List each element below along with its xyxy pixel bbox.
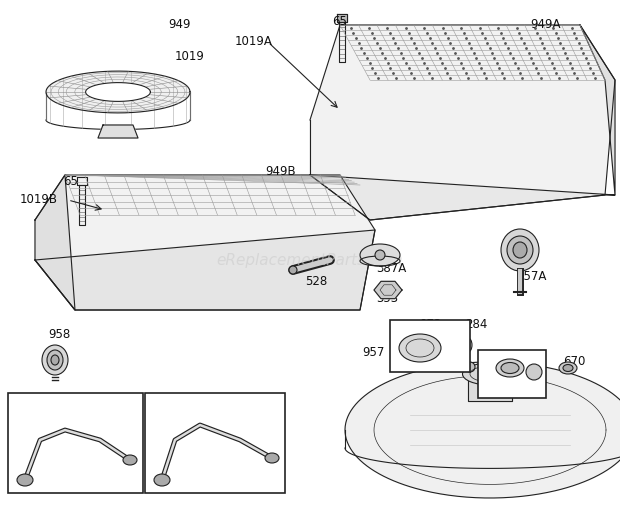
Text: 601: 601 <box>97 452 120 465</box>
Polygon shape <box>310 25 615 220</box>
Ellipse shape <box>559 362 577 374</box>
Ellipse shape <box>464 338 472 352</box>
Ellipse shape <box>123 455 137 465</box>
Ellipse shape <box>513 242 527 258</box>
Polygon shape <box>86 82 151 101</box>
Circle shape <box>289 266 297 274</box>
Polygon shape <box>35 230 375 310</box>
Ellipse shape <box>154 474 170 486</box>
Text: 187A: 187A <box>158 396 188 409</box>
Ellipse shape <box>51 355 59 365</box>
Polygon shape <box>98 125 138 138</box>
Text: 1019A: 1019A <box>235 35 273 48</box>
Text: 188: 188 <box>486 363 508 376</box>
Text: 528: 528 <box>305 275 327 288</box>
Ellipse shape <box>563 364 573 372</box>
Ellipse shape <box>507 236 533 264</box>
Circle shape <box>375 250 385 260</box>
Text: 949: 949 <box>168 18 190 31</box>
Polygon shape <box>310 175 615 220</box>
Polygon shape <box>46 71 190 113</box>
Circle shape <box>465 362 475 372</box>
FancyBboxPatch shape <box>478 350 546 398</box>
FancyBboxPatch shape <box>390 320 470 372</box>
FancyBboxPatch shape <box>8 393 143 493</box>
Polygon shape <box>345 362 620 498</box>
FancyBboxPatch shape <box>145 393 285 493</box>
Polygon shape <box>35 175 75 310</box>
Text: 949A: 949A <box>530 18 560 31</box>
Polygon shape <box>77 177 87 185</box>
Text: 670: 670 <box>563 355 585 368</box>
Ellipse shape <box>42 345 68 375</box>
Text: 187: 187 <box>21 396 43 409</box>
Ellipse shape <box>496 359 524 377</box>
Polygon shape <box>35 175 375 310</box>
Text: 949B: 949B <box>265 165 296 178</box>
Polygon shape <box>468 366 512 401</box>
Polygon shape <box>337 14 347 22</box>
Text: 1019: 1019 <box>175 50 205 63</box>
Text: 958: 958 <box>48 328 70 341</box>
Ellipse shape <box>360 244 400 266</box>
Ellipse shape <box>399 334 441 362</box>
Polygon shape <box>374 281 402 299</box>
Text: 353: 353 <box>376 292 398 305</box>
Circle shape <box>526 364 542 380</box>
Text: 1019B: 1019B <box>20 193 58 206</box>
Text: 65: 65 <box>63 175 78 188</box>
Ellipse shape <box>47 350 63 370</box>
Text: 957A: 957A <box>516 270 546 283</box>
Text: 972: 972 <box>419 318 441 331</box>
Text: 601: 601 <box>228 452 250 465</box>
Text: 387A: 387A <box>376 262 406 275</box>
Ellipse shape <box>265 453 279 463</box>
Polygon shape <box>580 25 615 195</box>
Text: 957: 957 <box>362 346 384 359</box>
Ellipse shape <box>17 474 33 486</box>
Ellipse shape <box>501 362 519 374</box>
Text: 284: 284 <box>465 318 487 331</box>
Text: eReplacementParts.com: eReplacementParts.com <box>216 252 404 268</box>
Ellipse shape <box>463 363 518 385</box>
Text: 65: 65 <box>332 15 347 28</box>
Ellipse shape <box>501 229 539 271</box>
